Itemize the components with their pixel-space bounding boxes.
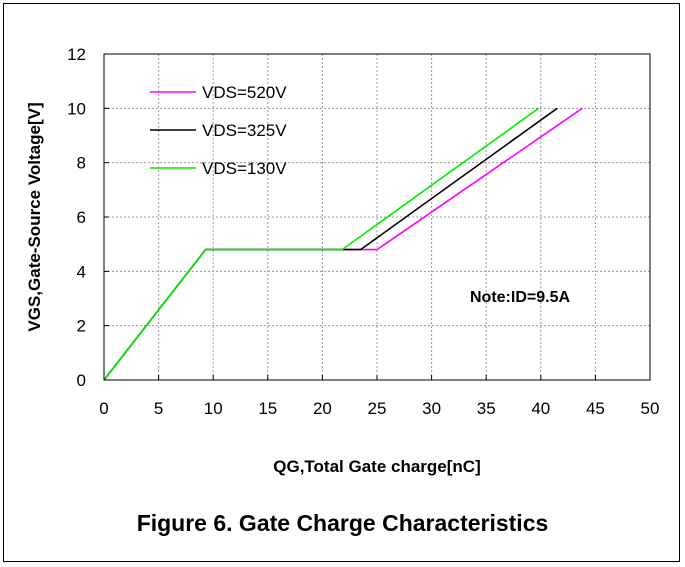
x-axis-title: QG,Total Gate charge[nC] (273, 457, 481, 476)
y-axis-title: VGS,Gate-Source Voltage[V] (25, 102, 44, 331)
x-tick-label: 30 (422, 399, 441, 418)
y-tick-label: 10 (67, 99, 86, 118)
series-line-vds-130v (103, 107, 540, 381)
legend-label: VDS=325V (202, 121, 287, 140)
x-tick-label: 5 (154, 399, 163, 418)
y-tick-label: 0 (77, 371, 86, 390)
grid (104, 54, 650, 380)
axis-ticks: 0 5 10 15 20 25 30 35 40 45 50 0 2 4 6 8 10 12 (67, 45, 659, 418)
y-tick-label: 4 (77, 262, 86, 281)
x-tick-label: 40 (531, 399, 550, 418)
y-tick-label: 8 (77, 154, 86, 173)
y-tick-label: 12 (67, 45, 86, 64)
note-annotation: Note:ID=9.5A (470, 289, 570, 306)
x-tick-label: 50 (641, 399, 660, 418)
series-lines (103, 107, 583, 381)
y-tick-label: 6 (77, 208, 86, 227)
x-tick-label: 15 (258, 399, 277, 418)
x-tick-label: 0 (99, 399, 108, 418)
x-tick-label: 45 (586, 399, 605, 418)
y-tick-label: 2 (77, 317, 86, 336)
legend: VDS=520V VDS=325V VDS=130V (150, 83, 287, 178)
legend-label: VDS=130V (202, 159, 287, 178)
figure-caption: Figure 6. Gate Charge Characteristics (136, 510, 549, 536)
legend-label: VDS=520V (202, 83, 287, 102)
x-tick-label: 25 (368, 399, 387, 418)
x-tick-label: 10 (204, 399, 223, 418)
x-tick-label: 20 (313, 399, 332, 418)
x-tick-label: 35 (477, 399, 496, 418)
